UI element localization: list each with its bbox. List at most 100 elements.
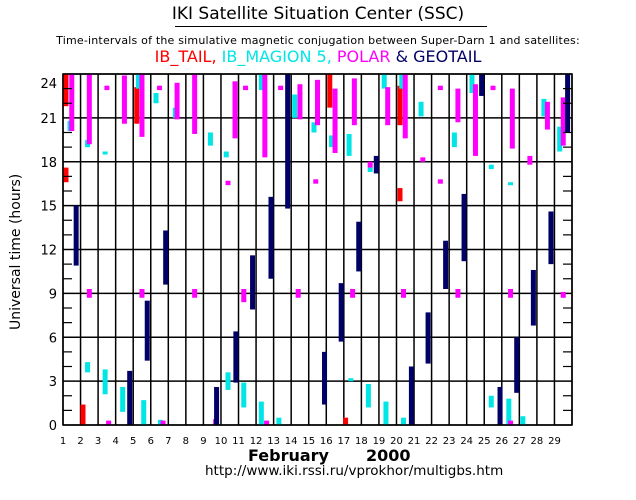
x-tick-label: 15 (302, 436, 315, 447)
y-tick-label: 6 (49, 331, 57, 346)
interval-polar (490, 85, 496, 91)
interval-ib-tail (327, 74, 333, 108)
interval-geotail (373, 155, 379, 174)
interval-polar (69, 74, 75, 132)
interval-ib-magion-5 (488, 395, 494, 408)
interval-geotail (408, 366, 414, 425)
interval-polar (313, 179, 319, 184)
interval-polar (315, 79, 320, 126)
interval-ib-magion-5 (367, 167, 373, 172)
interval-polar (106, 420, 112, 425)
interval-polar (332, 88, 338, 153)
interval-polar (157, 85, 163, 91)
interval-polar (160, 420, 166, 425)
interval-geotail (322, 351, 328, 405)
interval-ib-magion-5 (120, 386, 126, 412)
legend-item-polar: POLAR (336, 47, 396, 66)
x-tick-label: 20 (390, 436, 403, 447)
x-tick-label: 18 (355, 436, 368, 447)
interval-polar (86, 288, 92, 298)
interval-polar (455, 288, 461, 298)
interval-ib-magion-5 (348, 378, 354, 382)
interval-ib-magion-5 (329, 135, 335, 148)
x-tick-label: 26 (495, 436, 508, 447)
interval-ib-magion-5 (383, 401, 389, 425)
x-axis-year: 2000 (366, 446, 411, 465)
interval-polar (232, 81, 238, 139)
source-url-link[interactable]: http://www.iki.rssi.ru/vprokhor/multigbs… (205, 463, 504, 479)
interval-polar (297, 84, 303, 120)
y-tick-label: 15 (40, 200, 57, 215)
x-tick-label: 5 (130, 436, 136, 447)
interval-polar (455, 88, 461, 123)
interval-ib-magion-5 (135, 74, 141, 89)
interval-geotail (73, 205, 79, 266)
y-tick-label: 24 (40, 77, 57, 92)
interval-polar (508, 420, 514, 425)
interval-ib-magion-5 (207, 132, 213, 146)
interval-ib-magion-5 (399, 74, 405, 89)
interval-ib-magion-5 (241, 382, 247, 408)
plot-frame (62, 73, 573, 426)
interval-ib-magion-5 (153, 93, 159, 104)
x-tick-label: 9 (200, 436, 206, 447)
interval-ib-tail (80, 404, 86, 425)
x-tick-label: 14 (285, 436, 298, 447)
interval-polar (420, 157, 426, 162)
interval-geotail (443, 240, 449, 289)
interval-polar (139, 288, 145, 298)
interval-polar (241, 288, 247, 303)
legend-item-ib-tail: IB_TAIL, (154, 47, 222, 66)
x-tick-label: 7 (165, 436, 171, 447)
grid (62, 73, 573, 426)
interval-polar (544, 101, 550, 130)
interval-ib-tail (63, 74, 69, 107)
x-tick-label: 24 (460, 436, 473, 447)
y-axis-label: Universal time (hours) (8, 173, 24, 330)
y-tick-label: 3 (49, 375, 57, 390)
interval-polar (437, 179, 443, 184)
x-tick-label: 1 (60, 436, 66, 447)
interval-ib-magion-5 (157, 419, 163, 425)
interval-geotail (479, 74, 485, 96)
interval-geotail (425, 312, 431, 364)
page-title: IKI Satellite Situation Center (SSC) (171, 4, 465, 24)
y-tick-label: 18 (40, 156, 57, 171)
interval-polar (508, 288, 514, 298)
interval-polar (264, 420, 270, 425)
interval-polar (104, 85, 110, 91)
interval-geotail (233, 331, 239, 383)
interval-geotail (268, 196, 274, 279)
x-tick-label: 12 (250, 436, 263, 447)
interval-ib-magion-5 (418, 101, 424, 117)
interval-ib-magion-5 (365, 384, 371, 408)
interval-geotail (548, 211, 554, 265)
interval-geotail (250, 255, 256, 310)
legend-item-ib-magion5: IB_MAGION 5, (221, 47, 337, 66)
interval-geotail (163, 230, 169, 285)
data-intervals (63, 74, 571, 425)
x-tick-label: 29 (548, 436, 561, 447)
interval-ib-magion-5 (506, 398, 512, 425)
x-tick-label: 17 (337, 436, 350, 447)
interval-ib-magion-5 (141, 400, 147, 425)
x-tick-label: 16 (320, 436, 333, 447)
interval-ib-magion-5 (541, 98, 547, 117)
interval-ib-magion-5 (520, 416, 526, 425)
interval-polar (509, 88, 515, 149)
interval-ib-magion-5 (276, 417, 282, 425)
x-tick-label: 25 (478, 436, 491, 447)
interval-ib-magion-5 (557, 126, 563, 152)
y-tick-label: 12 (40, 244, 57, 259)
interval-ib-magion-5 (102, 369, 108, 395)
interval-polar (367, 161, 373, 168)
x-tick-label: 21 (408, 436, 421, 447)
interval-geotail (214, 386, 220, 425)
interval-polar (278, 85, 284, 91)
interval-geotail (144, 300, 150, 361)
interval-ib-magion-5 (508, 182, 514, 186)
interval-geotail (461, 193, 467, 262)
x-tick-label: 8 (183, 436, 189, 447)
interval-polar (174, 82, 180, 120)
